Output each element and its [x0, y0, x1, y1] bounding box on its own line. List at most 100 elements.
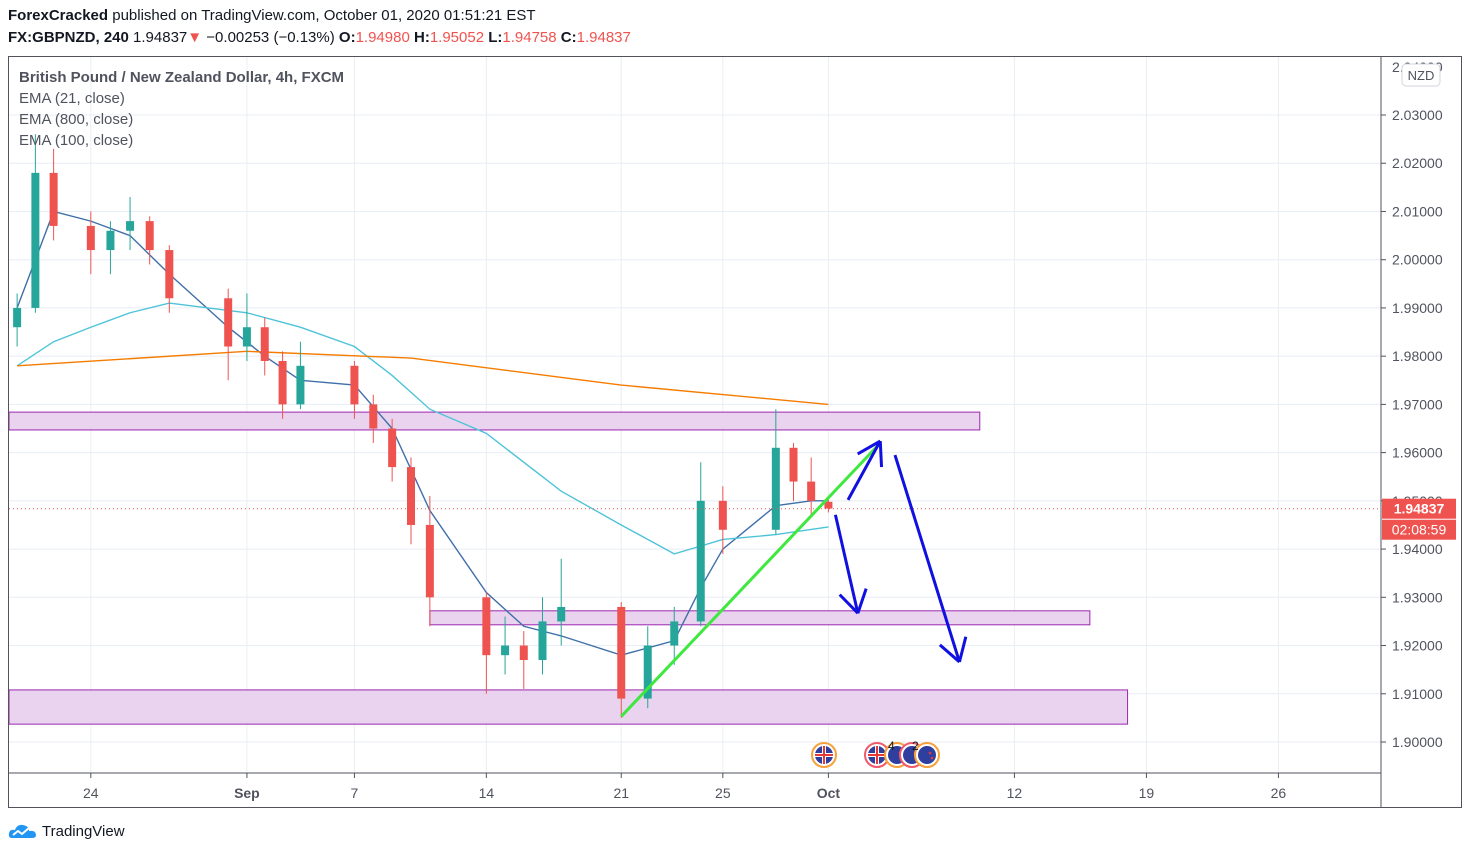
candle-body [718, 500, 727, 530]
candle-body [696, 500, 705, 622]
x-tick-label: 14 [479, 785, 495, 801]
nz-flag-event-icon[interactable] [914, 742, 940, 768]
trend-line [620, 441, 882, 718]
candle-body [49, 172, 58, 226]
currency-button[interactable] [1401, 63, 1441, 87]
legend-ema21[interactable]: EMA (21, close) [19, 90, 125, 107]
uk-flag-event-icon[interactable] [864, 742, 890, 768]
countdown-label: 02:08:59 [1392, 522, 1447, 538]
flag-star [928, 751, 932, 755]
candle-body [388, 428, 397, 468]
ema-line [17, 350, 829, 406]
candle-body [106, 230, 115, 251]
candle-body [501, 645, 510, 656]
candle-body [278, 360, 287, 405]
candle-body [643, 645, 652, 699]
candle-body [350, 365, 359, 405]
event-count: 2 [912, 739, 919, 753]
candle-body [242, 327, 251, 347]
x-tick-label: Oct [817, 785, 841, 801]
candle-body [296, 365, 305, 405]
legend-ema100[interactable]: EMA (100, close) [19, 132, 134, 149]
candle-body [369, 404, 378, 429]
candle-body [31, 172, 40, 308]
legend-title: British Pound / New Zealand Dollar, 4h, … [19, 69, 345, 86]
ohlc-bar: FX:GBPNZD, 240 1.94837▼ −0.00253 (−0.13%… [8, 29, 631, 46]
publish-info: ForexCracked published on TradingView.co… [8, 7, 536, 24]
candle-body [126, 221, 135, 231]
currency-label: NZD [1408, 68, 1435, 83]
y-tick-label: 2.01000 [1392, 203, 1443, 219]
arrow-head [838, 593, 859, 615]
arrow-head [878, 440, 884, 468]
candle-body [519, 645, 528, 661]
last-price: 1.94837 [133, 29, 188, 46]
arrow-head [957, 636, 968, 663]
candle-body [145, 221, 154, 251]
forecast-arrow [893, 454, 961, 663]
candle-body [557, 606, 566, 622]
x-tick-label: 21 [613, 785, 629, 801]
y-tick-label: 1.96000 [1392, 445, 1443, 461]
open-value: 1.94980 [355, 29, 410, 46]
x-tick-label: 19 [1139, 785, 1155, 801]
candle-body [13, 307, 22, 328]
y-tick-label: 2.00000 [1392, 252, 1443, 268]
high-value: 1.95052 [429, 29, 485, 46]
legend-ema800[interactable]: EMA (800, close) [19, 111, 134, 128]
candle-body [482, 597, 491, 656]
published-text: published on TradingView.com, October 01… [112, 7, 536, 24]
y-tick-label: 1.91000 [1392, 686, 1443, 702]
chart-frame [8, 56, 1462, 808]
symbol: FX:GBPNZD, 240 [8, 29, 129, 46]
y-tick-label: 1.98000 [1392, 348, 1443, 364]
y-tick-label: 2.02000 [1392, 155, 1443, 171]
candle-body [86, 225, 95, 251]
forecast-arrow [833, 514, 860, 614]
forecast-arrow [846, 440, 882, 501]
low-value: 1.94758 [502, 29, 557, 46]
down-triangle-icon: ▼ [187, 29, 203, 46]
y-tick-label: 2.03000 [1392, 107, 1443, 123]
candle-body [165, 250, 174, 299]
ema-line [16, 210, 829, 656]
candle-body [824, 501, 833, 509]
high-label: H: [413, 29, 430, 46]
plot-area [9, 57, 1381, 773]
candle-body [670, 621, 679, 646]
candle-body [407, 467, 415, 525]
low-label: L: [488, 29, 503, 46]
y-tick-label: 1.93000 [1392, 589, 1443, 605]
candle-body [771, 447, 780, 530]
arrow-head [856, 588, 868, 614]
x-tick-label: 24 [83, 785, 99, 801]
change: −0.00253 (−0.13%) [206, 29, 335, 46]
y-tick-label: 1.94000 [1392, 541, 1443, 557]
candle-body [807, 481, 816, 501]
candle-body [425, 524, 434, 598]
candle-body [617, 606, 626, 699]
tradingview-logo[interactable]: TradingView [8, 822, 125, 840]
support-resistance-zone [429, 610, 1091, 626]
open-label: O: [338, 29, 356, 46]
candle-body [224, 298, 233, 347]
x-tick-label: 12 [1007, 785, 1023, 801]
chart-legend: British Pound / New Zealand Dollar, 4h, … [19, 67, 344, 151]
support-resistance-zone [9, 411, 981, 431]
candle-body [789, 447, 798, 482]
last-price-label: 1.94837 [1394, 501, 1445, 517]
cloud-logo-icon [8, 824, 37, 838]
author[interactable]: ForexCracked [8, 7, 109, 24]
candle-body [260, 327, 269, 361]
candle-body [538, 621, 547, 661]
flag-bg [918, 746, 936, 764]
flag-star [930, 756, 934, 760]
close-label: C: [560, 29, 577, 46]
support-resistance-zone [9, 689, 1129, 725]
y-tick-label: 1.90000 [1392, 734, 1443, 750]
x-tick-label: 26 [1271, 785, 1287, 801]
x-tick-label: Sep [234, 785, 260, 801]
uk-flag-event-icon[interactable] [811, 742, 837, 768]
last-price-badge [1382, 498, 1456, 519]
